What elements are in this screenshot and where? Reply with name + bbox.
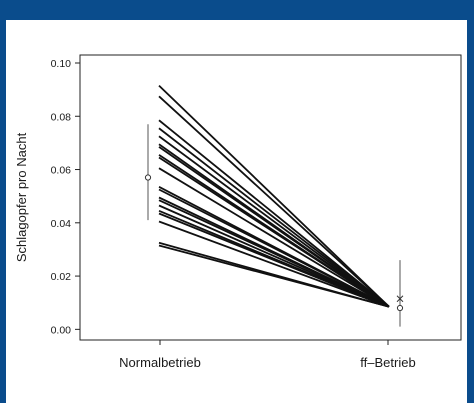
series-line bbox=[158, 167, 390, 308]
series-line bbox=[158, 244, 390, 308]
y-tick-label: 0.04 bbox=[51, 218, 72, 230]
ff-cross-marker bbox=[396, 295, 404, 303]
y-tick-label: 0.02 bbox=[51, 271, 72, 283]
y-tick-label: 0.10 bbox=[51, 58, 72, 70]
normal-mean-point bbox=[144, 174, 152, 181]
series-line bbox=[158, 220, 390, 308]
series-lines bbox=[158, 84, 390, 308]
series-line bbox=[158, 146, 390, 308]
y-tick-label: 0.08 bbox=[51, 111, 72, 123]
series-line bbox=[158, 135, 390, 308]
y-axis-title: Schlagopfer pro Nacht bbox=[14, 132, 29, 262]
plot-frame bbox=[79, 54, 462, 341]
summary-markers bbox=[144, 124, 404, 327]
series-line bbox=[158, 127, 390, 308]
line-chart: 0.00 0.02 0.04 0.06 0.08 0.10 Normalbetrieb ff–… bbox=[14, 54, 462, 370]
series-line bbox=[158, 84, 390, 308]
series-line bbox=[158, 188, 390, 308]
y-tick-label: 0.00 bbox=[51, 324, 72, 336]
x-category-label: Normalbetrieb bbox=[119, 355, 201, 370]
series-line bbox=[158, 119, 390, 308]
y-tick-label: 0.06 bbox=[51, 165, 72, 177]
series-line bbox=[158, 95, 390, 308]
series-line bbox=[158, 156, 390, 308]
series-line bbox=[158, 212, 390, 308]
axes: 0.00 0.02 0.04 0.06 0.08 0.10 Normalbetrieb ff–… bbox=[51, 54, 462, 370]
x-category-label: ff–Betrieb bbox=[360, 355, 415, 370]
chart-panel: 0.00 0.02 0.04 0.06 0.08 0.10 Normalbetrieb ff–… bbox=[6, 20, 467, 403]
ff-mean-point bbox=[396, 304, 404, 312]
